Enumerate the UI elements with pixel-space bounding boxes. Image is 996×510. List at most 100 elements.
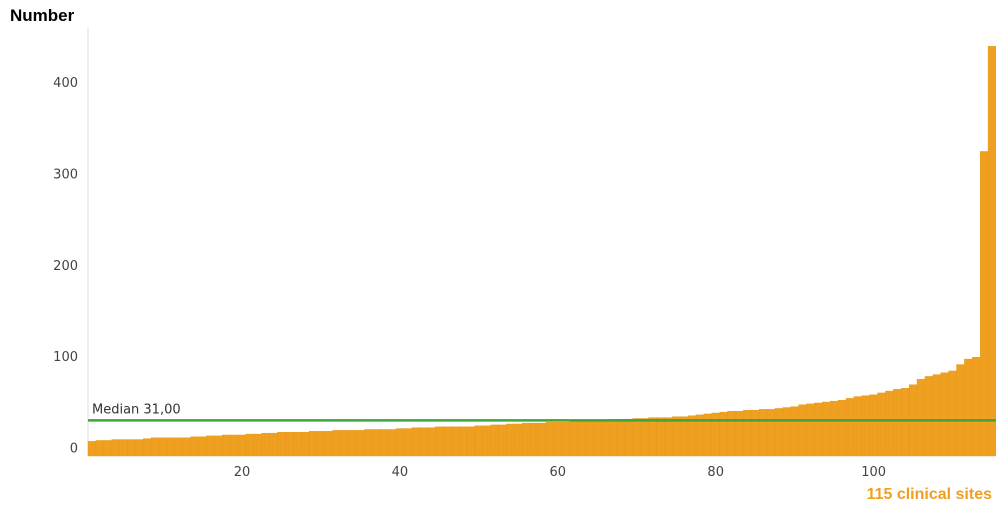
bar bbox=[798, 404, 808, 457]
bar bbox=[932, 374, 942, 457]
bar bbox=[466, 426, 476, 457]
bar bbox=[924, 376, 934, 457]
bar bbox=[198, 436, 207, 457]
bar bbox=[845, 398, 855, 457]
bar bbox=[687, 415, 697, 457]
bar bbox=[206, 435, 215, 457]
bar bbox=[901, 388, 910, 457]
bar bbox=[624, 419, 634, 457]
bar bbox=[403, 428, 413, 457]
bar bbox=[340, 430, 350, 457]
bar bbox=[498, 424, 507, 457]
bar bbox=[435, 426, 444, 457]
y-tick-label: 100 bbox=[53, 350, 78, 365]
bar bbox=[672, 416, 681, 457]
bar bbox=[916, 378, 926, 457]
bar bbox=[324, 431, 334, 457]
bar bbox=[166, 437, 176, 457]
bar bbox=[127, 439, 136, 457]
bar bbox=[608, 419, 618, 457]
bar bbox=[569, 421, 579, 457]
bar bbox=[316, 431, 326, 457]
bar bbox=[482, 425, 492, 457]
bar bbox=[111, 439, 121, 457]
bar bbox=[237, 434, 247, 457]
median-label: Median 31,00 bbox=[92, 402, 181, 417]
bar bbox=[372, 429, 381, 457]
bar bbox=[427, 427, 436, 457]
bar bbox=[443, 426, 452, 457]
bar bbox=[853, 396, 863, 457]
y-axis: 0 100 200 300 400 bbox=[53, 28, 89, 457]
bar bbox=[885, 390, 894, 457]
bar bbox=[229, 434, 239, 457]
bar bbox=[632, 418, 642, 457]
bar bbox=[514, 423, 523, 457]
bar bbox=[214, 435, 223, 457]
bar bbox=[261, 432, 271, 457]
bar bbox=[956, 364, 965, 457]
x-tick-label: 80 bbox=[707, 465, 724, 480]
bar bbox=[506, 423, 515, 457]
bar bbox=[95, 440, 105, 457]
bar bbox=[182, 437, 192, 457]
bar bbox=[601, 420, 610, 457]
bar bbox=[585, 420, 594, 457]
bar bbox=[285, 432, 294, 457]
bar bbox=[616, 419, 626, 457]
bar bbox=[411, 427, 421, 457]
bar bbox=[593, 420, 602, 457]
bar bbox=[332, 430, 342, 457]
y-tick-label: 200 bbox=[53, 259, 78, 274]
x-tick-label: 40 bbox=[392, 465, 409, 480]
bar bbox=[356, 430, 365, 457]
bar bbox=[861, 395, 871, 457]
bar bbox=[245, 433, 255, 457]
y-tick-label: 300 bbox=[53, 167, 78, 182]
bar bbox=[143, 438, 152, 457]
bar bbox=[300, 432, 310, 457]
bar bbox=[190, 436, 200, 457]
bar bbox=[293, 432, 302, 457]
bar bbox=[987, 46, 996, 457]
bar bbox=[679, 416, 689, 457]
bar bbox=[751, 410, 760, 457]
bar bbox=[774, 408, 784, 457]
bar bbox=[174, 437, 184, 457]
bar bbox=[814, 402, 823, 457]
bar bbox=[103, 440, 113, 457]
bar bbox=[829, 400, 839, 457]
bar bbox=[806, 403, 815, 457]
bar bbox=[135, 439, 144, 457]
bar bbox=[782, 407, 792, 457]
x-axis-footer: 115 clinical sites bbox=[866, 486, 992, 503]
bar bbox=[743, 410, 752, 457]
bar bbox=[877, 392, 886, 457]
bar bbox=[648, 417, 657, 457]
bar bbox=[308, 431, 318, 457]
bar bbox=[727, 410, 736, 457]
bar bbox=[522, 422, 531, 457]
bar bbox=[222, 434, 231, 457]
bar bbox=[158, 437, 168, 457]
bar bbox=[640, 418, 650, 457]
bar bbox=[387, 429, 397, 457]
bar bbox=[940, 372, 950, 457]
bar bbox=[719, 411, 729, 457]
bar bbox=[150, 437, 160, 457]
median-line-group: Median 31,00 bbox=[88, 402, 996, 422]
bar bbox=[837, 400, 847, 457]
bar bbox=[972, 357, 981, 457]
y-axis-title: Number bbox=[10, 6, 75, 25]
y-tick-label: 0 bbox=[70, 442, 78, 457]
bar bbox=[664, 417, 673, 457]
bars bbox=[87, 46, 996, 457]
bar bbox=[561, 421, 571, 457]
bar bbox=[790, 406, 800, 457]
bar bbox=[656, 417, 665, 457]
bar bbox=[948, 370, 958, 457]
bar bbox=[869, 394, 879, 457]
bar bbox=[277, 432, 286, 457]
bar bbox=[893, 389, 902, 457]
x-tick-label: 60 bbox=[550, 465, 567, 480]
